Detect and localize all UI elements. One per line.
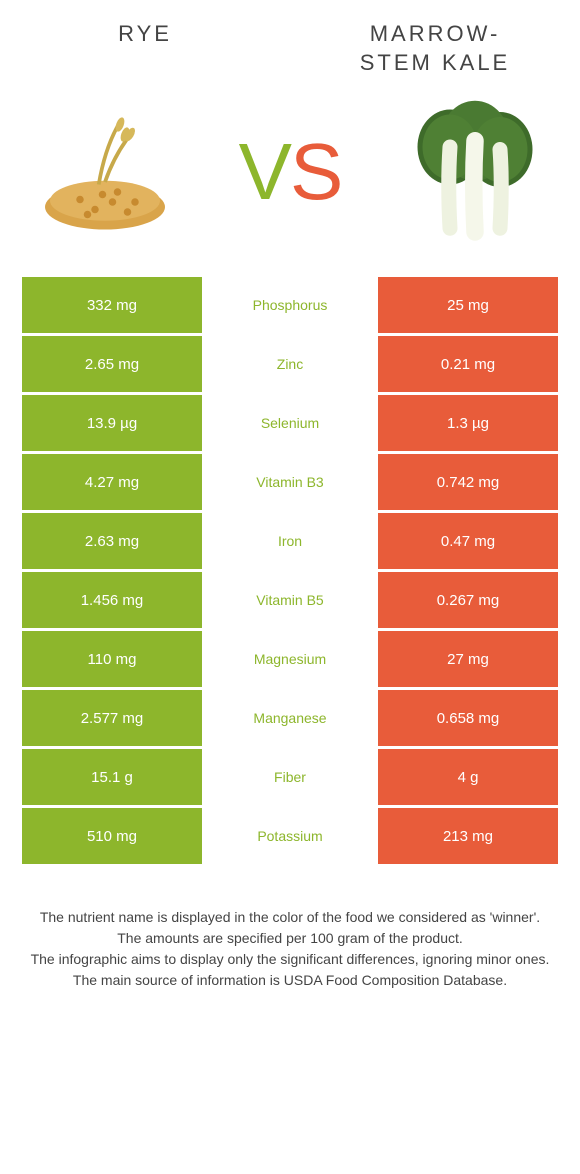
nutrient-name: Magnesium [202, 631, 378, 687]
footer-line-2: The amounts are specified per 100 gram o… [30, 928, 550, 949]
vs-v: V [239, 127, 290, 216]
table-row: 2.63 mgIron0.47 mg [22, 513, 558, 569]
title-right-line2: STEM KALE [360, 50, 510, 75]
nutrient-name: Iron [202, 513, 378, 569]
nutrient-name: Vitamin B3 [202, 454, 378, 510]
title-left: RYE [0, 20, 290, 77]
table-row: 510 mgPotassium213 mg [22, 808, 558, 864]
value-left: 510 mg [22, 808, 202, 864]
nutrient-name: Manganese [202, 690, 378, 746]
value-left: 2.577 mg [22, 690, 202, 746]
value-left: 15.1 g [22, 749, 202, 805]
table-row: 4.27 mgVitamin B30.742 mg [22, 454, 558, 510]
nutrient-name: Zinc [202, 336, 378, 392]
value-right: 0.658 mg [378, 690, 558, 746]
footer-line-3: The infographic aims to display only the… [30, 949, 550, 970]
value-right: 0.21 mg [378, 336, 558, 392]
value-right: 4 g [378, 749, 558, 805]
value-left: 1.456 mg [22, 572, 202, 628]
table-row: 2.65 mgZinc0.21 mg [22, 336, 558, 392]
value-left: 110 mg [22, 631, 202, 687]
kale-image [400, 97, 550, 247]
footer-notes: The nutrient name is displayed in the co… [0, 867, 580, 991]
header: RYE MARROW- STEM KALE [0, 0, 580, 77]
vs-label: VS [239, 126, 342, 218]
footer-line-4: The main source of information is USDA F… [30, 970, 550, 991]
table-row: 332 mgPhosphorus25 mg [22, 277, 558, 333]
value-right: 25 mg [378, 277, 558, 333]
title-right: MARROW- STEM KALE [290, 20, 580, 77]
table-row: 13.9 µgSelenium1.3 µg [22, 395, 558, 451]
hero-row: VS [0, 77, 580, 277]
nutrient-name: Fiber [202, 749, 378, 805]
value-left: 2.65 mg [22, 336, 202, 392]
footer-line-1: The nutrient name is displayed in the co… [30, 907, 550, 928]
table-row: 15.1 gFiber4 g [22, 749, 558, 805]
value-right: 1.3 µg [378, 395, 558, 451]
table-row: 110 mgMagnesium27 mg [22, 631, 558, 687]
value-right: 0.47 mg [378, 513, 558, 569]
value-left: 13.9 µg [22, 395, 202, 451]
title-right-line1: MARROW- [370, 21, 501, 46]
table-row: 1.456 mgVitamin B50.267 mg [22, 572, 558, 628]
value-left: 4.27 mg [22, 454, 202, 510]
nutrient-name: Potassium [202, 808, 378, 864]
value-right: 27 mg [378, 631, 558, 687]
vs-s: S [290, 127, 341, 216]
value-right: 213 mg [378, 808, 558, 864]
nutrient-name: Phosphorus [202, 277, 378, 333]
value-left: 2.63 mg [22, 513, 202, 569]
rye-image [30, 97, 180, 247]
nutrient-name: Vitamin B5 [202, 572, 378, 628]
comparison-table: 332 mgPhosphorus25 mg2.65 mgZinc0.21 mg1… [0, 277, 580, 864]
value-right: 0.267 mg [378, 572, 558, 628]
nutrient-name: Selenium [202, 395, 378, 451]
value-right: 0.742 mg [378, 454, 558, 510]
value-left: 332 mg [22, 277, 202, 333]
table-row: 2.577 mgManganese0.658 mg [22, 690, 558, 746]
